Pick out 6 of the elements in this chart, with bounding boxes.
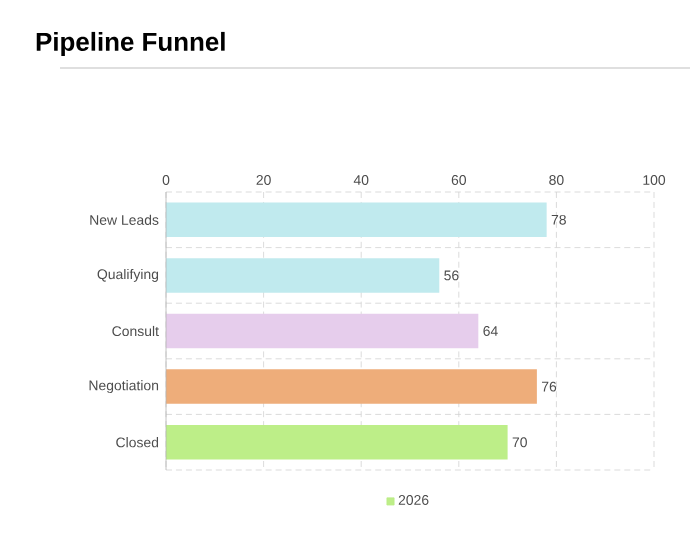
bar bbox=[166, 258, 440, 293]
bar bbox=[166, 313, 479, 349]
bar bbox=[166, 202, 547, 238]
bar bbox=[166, 424, 508, 460]
bar bbox=[166, 369, 537, 404]
chart-title: Pipeline Funnel bbox=[36, 31, 225, 57]
